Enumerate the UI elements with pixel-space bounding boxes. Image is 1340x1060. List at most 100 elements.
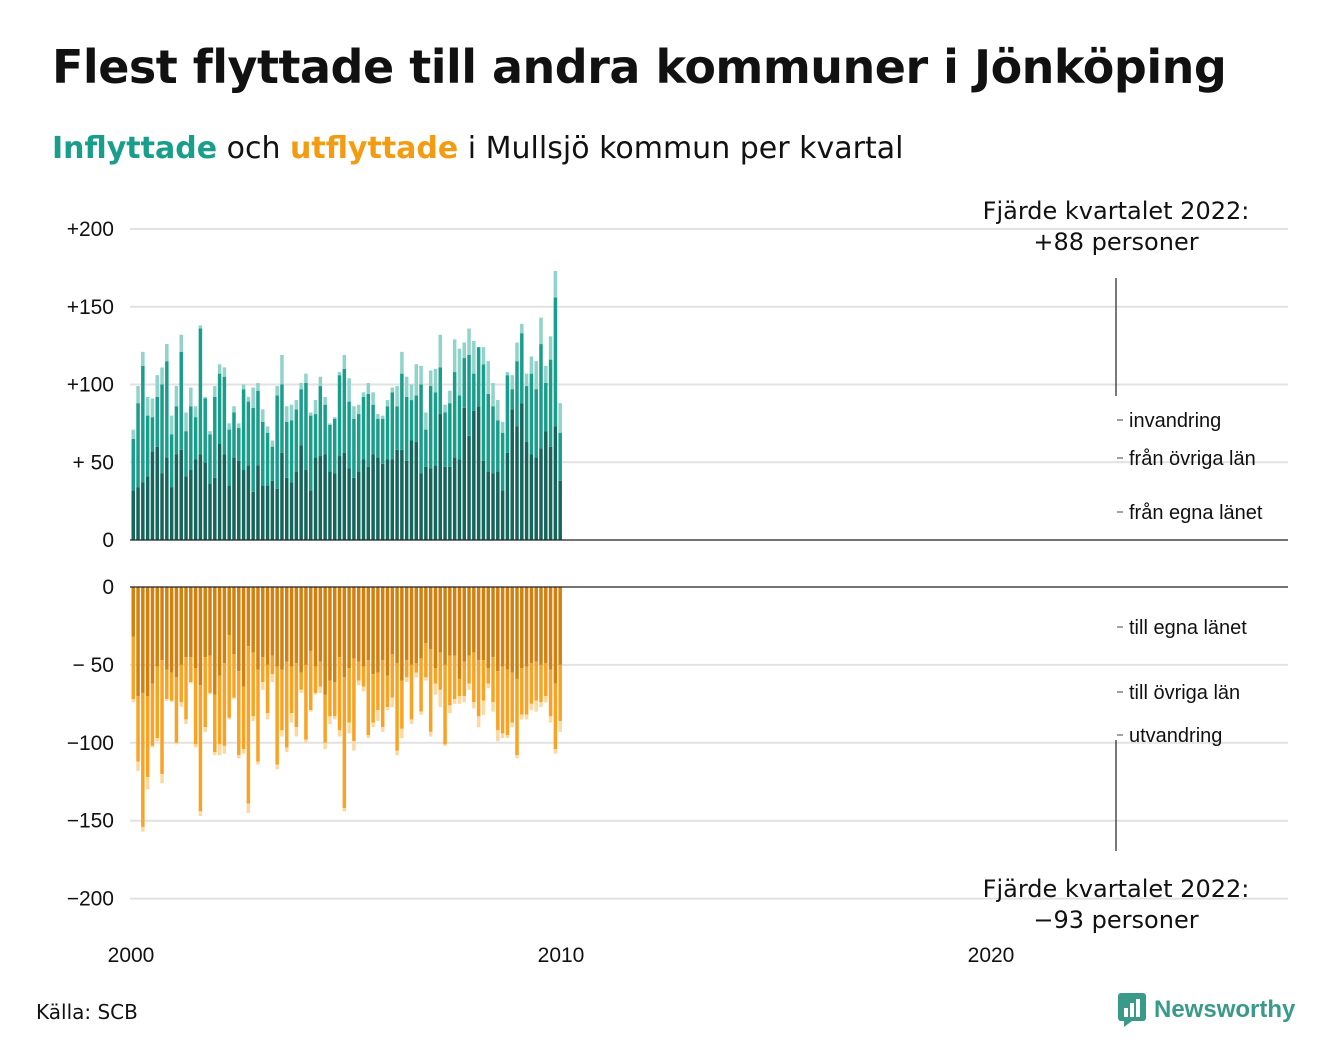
bar-out-2 xyxy=(476,716,481,728)
bar-out-2 xyxy=(515,755,519,759)
bar-in-0 xyxy=(285,477,289,540)
bar-out-0 xyxy=(265,587,270,665)
bar-out-1 xyxy=(308,650,313,711)
bar-in-0 xyxy=(385,459,390,540)
bar-in-1 xyxy=(275,395,279,489)
bar-out-0 xyxy=(404,587,409,661)
bar-out-2 xyxy=(299,689,303,693)
top-y-tick: +200 xyxy=(67,218,114,241)
bar-out-2 xyxy=(448,705,452,714)
bar-in-0 xyxy=(299,445,303,540)
bar-out-0 xyxy=(529,587,534,664)
bar-out-1 xyxy=(136,696,140,762)
bar-in-0 xyxy=(280,452,284,540)
bottom-y-tick: −100 xyxy=(67,732,114,755)
subtitle-rest: i Mullsjö kommun per kvartal xyxy=(458,131,904,166)
bar-in-1 xyxy=(232,412,236,458)
bar-out-0 xyxy=(256,587,260,670)
bar-in-1 xyxy=(404,396,409,461)
bar-in-0 xyxy=(145,476,150,540)
bar-in-2 xyxy=(179,334,183,352)
bar-in-2 xyxy=(337,372,342,376)
bar-in-2 xyxy=(237,423,241,429)
bar-out-2 xyxy=(433,683,438,695)
bar-in-0 xyxy=(347,468,351,540)
bar-in-1 xyxy=(294,409,299,472)
bar-out-1 xyxy=(395,663,399,751)
bar-out-0 xyxy=(467,587,471,656)
bar-in-2 xyxy=(222,367,227,377)
bar-out-2 xyxy=(136,761,140,771)
bar-out-1 xyxy=(198,685,203,812)
bar-out-0 xyxy=(366,587,371,661)
bar-out-0 xyxy=(308,587,313,651)
bar-in-1 xyxy=(352,418,356,478)
bar-out-1 xyxy=(227,635,231,718)
bar-out-2 xyxy=(160,773,164,784)
bottom-annotation-line2: −93 personer xyxy=(1033,906,1198,934)
bar-out-0 xyxy=(347,587,351,669)
bar-in-2 xyxy=(404,376,409,397)
chart-title: Flest flyttade till andra kommuner i Jön… xyxy=(52,40,1227,94)
bar-out-0 xyxy=(443,587,447,665)
bar-out-0 xyxy=(184,587,188,658)
bar-out-1 xyxy=(193,668,198,745)
bar-in-2 xyxy=(448,390,452,404)
bar-out-1 xyxy=(304,664,308,740)
bar-in-1 xyxy=(481,364,486,461)
bar-in-1 xyxy=(208,434,212,485)
bar-in-0 xyxy=(304,470,308,540)
bar-out-1 xyxy=(169,672,174,701)
bar-out-0 xyxy=(505,587,510,670)
bar-out-0 xyxy=(534,587,538,662)
bar-out-0 xyxy=(496,587,500,672)
bar-in-2 xyxy=(251,387,255,408)
bar-out-0 xyxy=(448,587,452,656)
bar-out-0 xyxy=(198,587,203,686)
bar-out-2 xyxy=(328,716,332,725)
bar-in-2 xyxy=(323,396,327,405)
bar-out-0 xyxy=(294,587,299,664)
bar-out-2 xyxy=(428,731,433,737)
bar-in-0 xyxy=(505,452,510,540)
bar-out-1 xyxy=(438,652,443,690)
bar-in-1 xyxy=(472,373,476,411)
bar-out-2 xyxy=(342,808,347,812)
bar-out-1 xyxy=(390,653,395,698)
bar-in-2 xyxy=(553,270,558,298)
source-note: Källa: SCB xyxy=(36,1000,138,1024)
bar-out-2 xyxy=(217,744,222,756)
bar-out-0 xyxy=(462,587,466,662)
bar-out-0 xyxy=(285,587,289,662)
bar-in-1 xyxy=(347,401,351,469)
bar-in-2 xyxy=(433,368,438,393)
top-segment-label: från övriga län xyxy=(1129,448,1256,470)
bar-in-0 xyxy=(409,440,414,540)
bar-in-0 xyxy=(131,490,135,540)
bar-in-0 xyxy=(136,487,140,540)
bar-in-1 xyxy=(462,358,466,408)
bar-in-1 xyxy=(328,424,332,472)
bar-in-2 xyxy=(342,354,347,369)
top-annotation-line1: Fjärde kvartalet 2022: xyxy=(983,197,1250,225)
bar-out-1 xyxy=(356,661,361,681)
bar-out-1 xyxy=(213,694,217,753)
bar-in-1 xyxy=(452,372,457,458)
bar-out-2 xyxy=(155,738,159,742)
bar-in-1 xyxy=(145,415,150,477)
top-segment-label: invandring xyxy=(1129,410,1221,432)
bar-in-2 xyxy=(414,364,419,396)
bar-out-2 xyxy=(452,699,457,704)
bar-out-1 xyxy=(275,666,279,765)
bar-in-0 xyxy=(256,465,260,540)
top-annotation-line2: +88 personer xyxy=(1033,228,1198,256)
bar-out-2 xyxy=(289,713,294,723)
bar-out-2 xyxy=(457,696,462,704)
bar-in-1 xyxy=(443,412,447,467)
bar-in-1 xyxy=(467,354,471,436)
bar-out-1 xyxy=(452,655,457,700)
bar-out-2 xyxy=(179,702,183,707)
bar-out-2 xyxy=(165,699,169,701)
bar-out-1 xyxy=(179,664,183,703)
